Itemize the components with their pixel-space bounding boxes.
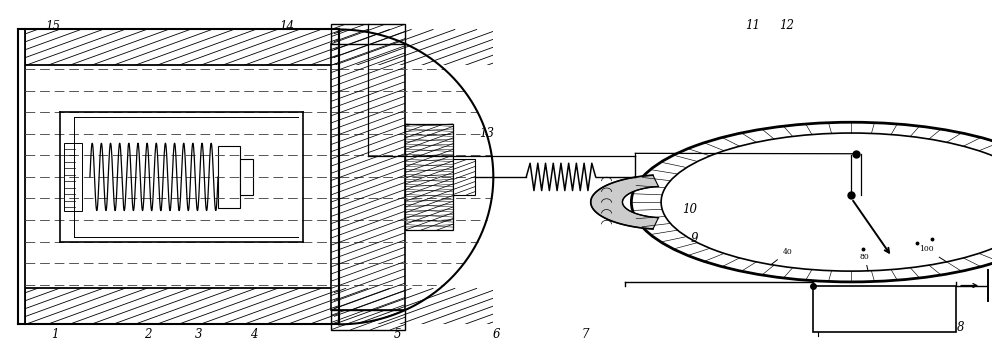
Text: 80: 80: [860, 253, 870, 261]
Text: 14: 14: [279, 20, 294, 33]
Circle shape: [661, 133, 993, 271]
Bar: [331, 44, 405, 310]
Text: 4: 4: [250, 328, 257, 341]
Bar: [331, 24, 405, 44]
Text: 1: 1: [52, 328, 59, 341]
Text: 12: 12: [780, 19, 794, 32]
Bar: [18, 30, 26, 324]
Text: 10: 10: [682, 203, 697, 216]
Text: 8: 8: [957, 321, 964, 334]
Bar: [453, 159, 475, 195]
Text: 11: 11: [745, 19, 760, 32]
Bar: [813, 286, 956, 332]
Text: 100: 100: [920, 245, 934, 253]
Text: 9: 9: [691, 231, 698, 244]
Bar: [405, 124, 453, 230]
Bar: [240, 159, 253, 195]
Text: 7: 7: [582, 328, 590, 341]
Text: 6: 6: [493, 328, 500, 341]
Bar: [26, 30, 339, 65]
Text: 40: 40: [782, 248, 792, 256]
Bar: [218, 146, 240, 208]
Text: 5: 5: [393, 328, 401, 341]
Polygon shape: [591, 175, 658, 229]
Text: 15: 15: [45, 20, 60, 33]
Text: 2: 2: [144, 328, 151, 341]
Text: 13: 13: [479, 127, 495, 140]
Text: 3: 3: [196, 328, 203, 341]
Bar: [65, 143, 82, 210]
Bar: [26, 288, 339, 324]
Circle shape: [632, 122, 993, 282]
Bar: [331, 310, 405, 330]
